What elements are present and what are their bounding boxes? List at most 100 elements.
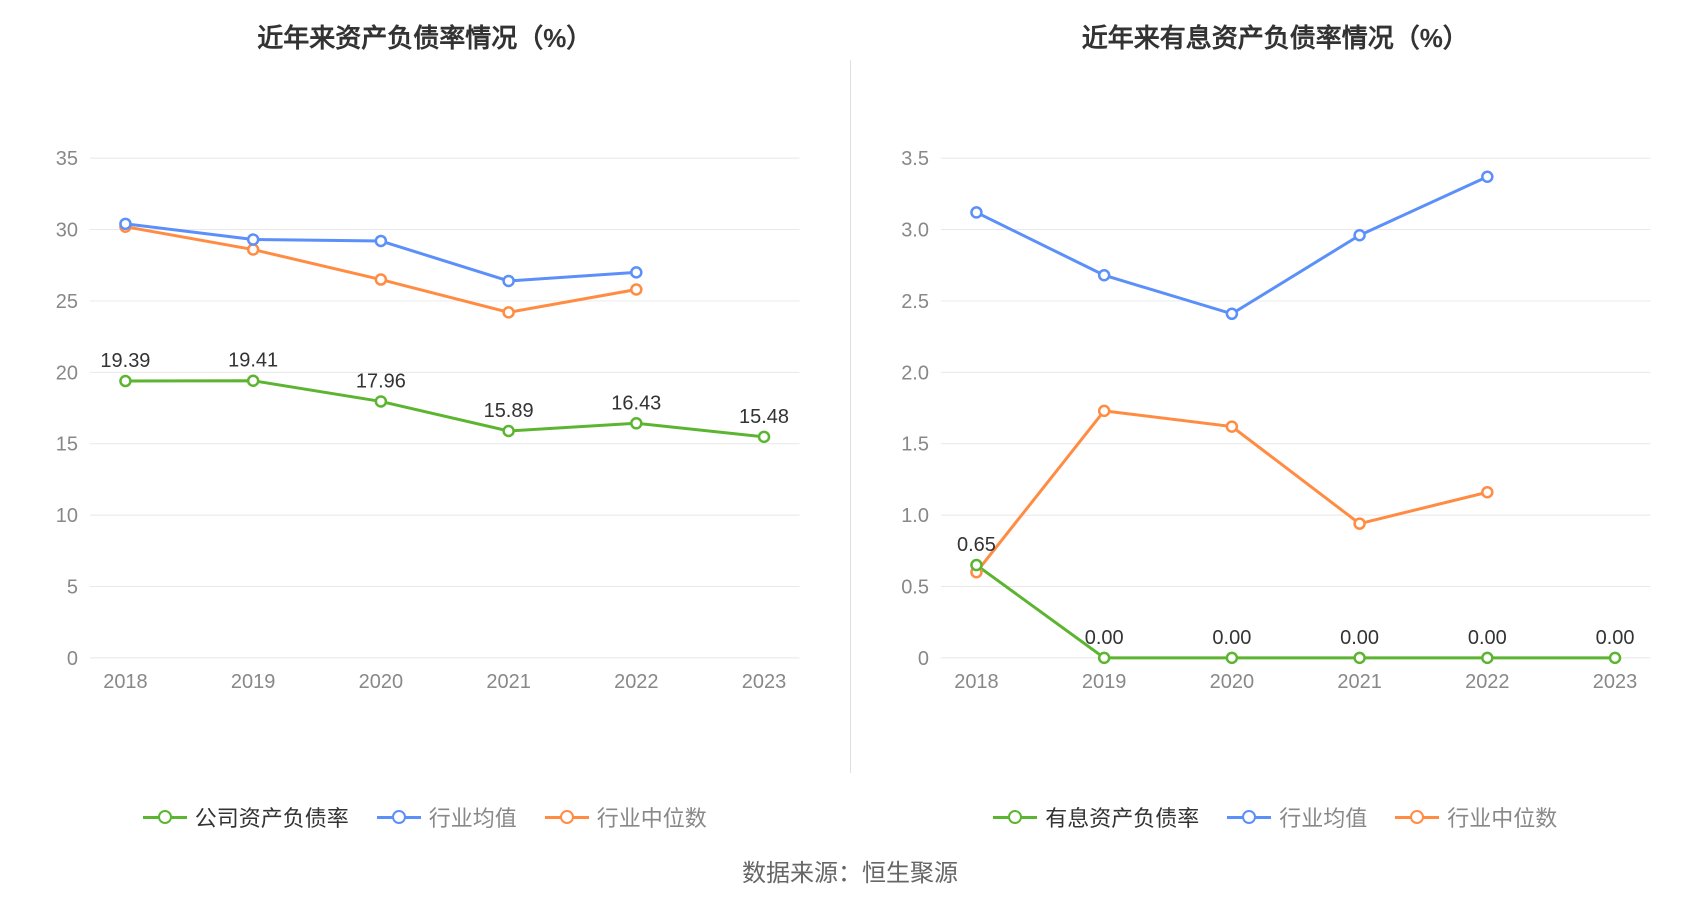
marker-industry_median [631, 285, 641, 295]
legend-label: 公司资产负债率 [195, 801, 349, 833]
x-tick-label: 2019 [1081, 671, 1125, 693]
marker-industry_avg [376, 236, 386, 246]
y-tick-label: 30 [56, 220, 78, 242]
marker-company [1610, 653, 1620, 663]
marker-industry_avg [120, 219, 130, 229]
data-label-company: 0.00 [1595, 627, 1634, 649]
x-tick-label: 2018 [103, 671, 147, 693]
y-tick-label: 0 [917, 648, 928, 670]
legend-item-industry_avg[interactable]: 行业均值 [377, 801, 517, 833]
series-line-industry_median [976, 411, 1487, 572]
marker-company [120, 376, 130, 386]
data-label-company: 19.41 [228, 350, 278, 372]
legend-symbol-icon [545, 809, 589, 825]
y-tick-label: 5 [67, 576, 78, 598]
chart-svg-left: 0510152025303520182019202020212022202319… [30, 85, 820, 771]
legend-label: 行业均值 [429, 801, 517, 833]
data-label-company: 0.00 [1084, 627, 1123, 649]
data-label-company: 17.96 [356, 370, 406, 392]
marker-industry_avg [971, 207, 981, 217]
y-tick-label: 0 [67, 648, 78, 670]
y-tick-label: 1.5 [901, 434, 929, 456]
marker-company [1354, 653, 1364, 663]
legend-symbol-icon [1395, 809, 1439, 825]
charts-row: 近年来资产负债率情况（%） 05101520253035201820192020… [0, 0, 1700, 853]
x-tick-label: 2018 [954, 671, 998, 693]
data-label-company: 0.65 [957, 534, 996, 556]
x-tick-label: 2020 [1209, 671, 1253, 693]
data-label-company: 0.00 [1340, 627, 1379, 649]
y-tick-label: 3.5 [901, 148, 929, 170]
x-tick-label: 2021 [486, 671, 530, 693]
series-line-company [976, 565, 1615, 658]
legend-left: 公司资产负债率 行业均值 行业中位数 [30, 771, 820, 853]
chart-svg-right: 0 0.5 1.0 1.5 2.0 2.5 3.0 3.5 2018 2019 2020 2021 20… [881, 85, 1671, 771]
y-tick-label: 20 [56, 362, 78, 384]
y-tick-label: 0.5 [901, 576, 929, 598]
marker-industry_median [504, 307, 514, 317]
legend-right: 有息资产负债率行业均值 行业中位数 [881, 771, 1671, 853]
x-tick-label: 2019 [231, 671, 275, 693]
chart-title-left: 近年来资产负债率情况（%） [30, 18, 820, 55]
legend-label: 行业中位数 [597, 801, 707, 833]
marker-industry_avg [1482, 172, 1492, 182]
data-label-company: 15.89 [484, 400, 534, 422]
legend-item-company[interactable]: 公司资产负债率 [143, 801, 349, 833]
data-source-label: 数据来源：恒生聚源 [0, 853, 1700, 918]
legend-item-industry_median[interactable]: 行业中位数 [1395, 801, 1557, 833]
chart-title-right: 近年来有息资产负债率情况（%） [881, 18, 1671, 55]
marker-industry_median [1354, 519, 1364, 529]
marker-industry_avg [504, 276, 514, 286]
legend-item-industry_median[interactable]: 行业中位数 [545, 801, 707, 833]
marker-company [1482, 653, 1492, 663]
marker-company [1226, 653, 1236, 663]
data-label-company: 16.43 [611, 392, 661, 414]
series-line-industry_avg [125, 224, 636, 281]
legend-symbol-icon [143, 809, 187, 825]
y-tick-label: 2.5 [901, 291, 929, 313]
marker-industry_median [1482, 487, 1492, 497]
marker-company [971, 560, 981, 570]
y-tick-label: 3.0 [901, 220, 929, 242]
marker-company [1099, 653, 1109, 663]
data-label-company: 0.00 [1212, 627, 1251, 649]
chart-panel-right: 近年来有息资产负债率情况（%） 0 0.5 1.0 1.5 2.0 2.5 3.0 3.5 20… [851, 0, 1700, 853]
chart-panel-left: 近年来资产负债率情况（%） 05101520253035201820192020… [0, 0, 850, 853]
series-line-industry_avg [976, 177, 1487, 314]
x-tick-label: 2021 [1337, 671, 1381, 693]
x-tick-label: 2023 [1592, 671, 1636, 693]
data-label-company: 19.39 [100, 350, 150, 372]
x-tick-label: 2023 [742, 671, 786, 693]
data-label-company: 0.00 [1467, 627, 1506, 649]
marker-industry_median [1099, 406, 1109, 416]
marker-company [759, 432, 769, 442]
marker-company [376, 396, 386, 406]
plot-area-right: 0 0.5 1.0 1.5 2.0 2.5 3.0 3.5 2018 2019 2020 2021 20… [881, 85, 1671, 771]
legend-item-industry_avg[interactable]: 行业均值 [1227, 801, 1367, 833]
y-tick-label: 1.0 [901, 505, 929, 527]
legend-item-company[interactable]: 有息资产负债率 [993, 801, 1199, 833]
marker-industry_avg [631, 267, 641, 277]
marker-industry_avg [248, 235, 258, 245]
legend-label: 行业中位数 [1447, 801, 1557, 833]
legend-label: 有息资产负债率 [1045, 801, 1199, 833]
x-tick-label: 2022 [1465, 671, 1509, 693]
marker-industry_avg [1099, 270, 1109, 280]
marker-industry_avg [1226, 309, 1236, 319]
series-line-company [125, 381, 764, 437]
marker-industry_median [248, 245, 258, 255]
legend-symbol-icon [1227, 809, 1271, 825]
y-tick-label: 10 [56, 505, 78, 527]
legend-symbol-icon [377, 809, 421, 825]
legend-symbol-icon [993, 809, 1037, 825]
marker-company [248, 376, 258, 386]
data-label-company: 15.48 [739, 406, 789, 428]
y-tick-label: 2.0 [901, 362, 929, 384]
marker-company [504, 426, 514, 436]
x-tick-label: 2020 [359, 671, 403, 693]
y-tick-label: 15 [56, 434, 78, 456]
plot-area-left: 0510152025303520182019202020212022202319… [30, 85, 820, 771]
marker-industry_median [376, 275, 386, 285]
marker-company [631, 418, 641, 428]
dashboard-container: 近年来资产负债率情况（%） 05101520253035201820192020… [0, 0, 1700, 918]
